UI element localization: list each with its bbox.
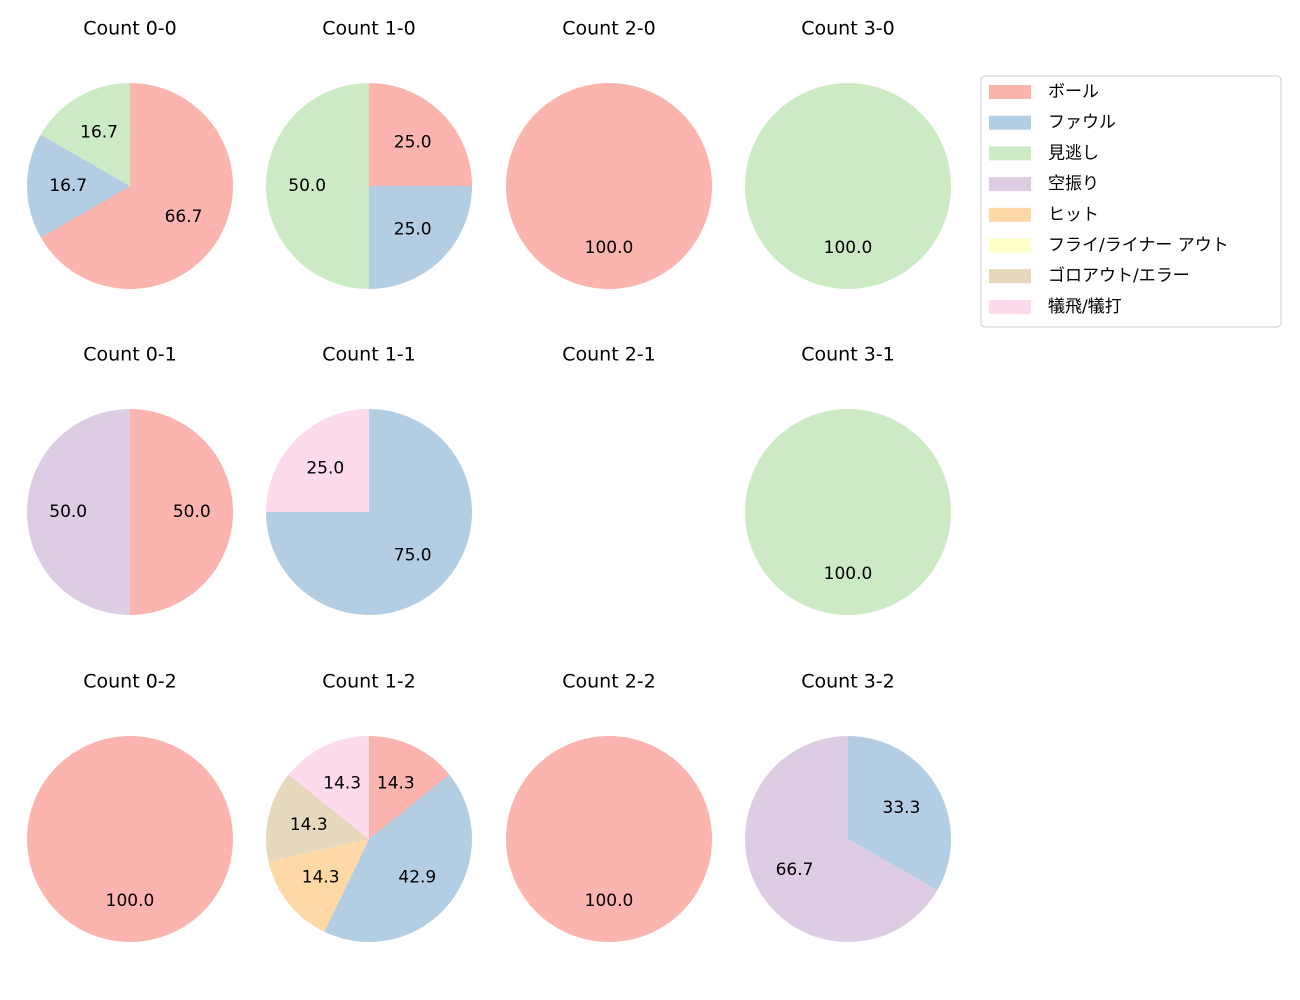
value-label: 33.3 (883, 798, 921, 818)
pie-slice (266, 83, 369, 289)
chart-title: Count 3-1 (801, 344, 895, 366)
pie-slice (369, 186, 472, 289)
legend-swatch (989, 269, 1031, 284)
value-label: 14.3 (290, 815, 328, 835)
legend-box (980, 75, 1282, 328)
value-label: 100.0 (106, 891, 155, 911)
value-label: 16.7 (49, 176, 87, 196)
legend-swatch (989, 299, 1031, 314)
value-label: 66.7 (776, 860, 814, 880)
pie-slice (27, 736, 233, 942)
chart-title: Count 3-2 (801, 671, 895, 693)
legend-swatch (989, 177, 1031, 192)
chart-title: Count 2-2 (562, 671, 656, 693)
legend-swatch (989, 146, 1031, 161)
value-label: 50.0 (49, 502, 87, 522)
value-label: 25.0 (394, 132, 432, 152)
pie-slice (268, 839, 369, 932)
pie-slice (745, 409, 951, 615)
legend-label: ファウル (1048, 113, 1116, 133)
pie-slice (288, 736, 369, 839)
pie-slice (744, 736, 938, 943)
legend-label: ボール (1048, 82, 1099, 102)
value-label: 14.3 (302, 868, 340, 888)
legend-swatch (989, 85, 1031, 99)
legend-label: 見逃し (1048, 143, 1099, 163)
value-label: 14.3 (323, 773, 361, 793)
chart-title: Count 3-0 (801, 18, 895, 40)
value-label: 100.0 (585, 891, 634, 911)
value-label: 50.0 (173, 502, 211, 522)
value-label: 75.0 (394, 546, 432, 566)
legend-label: 空振り (1048, 174, 1099, 194)
pie-slice (324, 774, 473, 943)
pie-slice (40, 83, 233, 289)
value-label: 100.0 (585, 238, 634, 258)
pie-slice (40, 83, 130, 186)
chart-title: Count 1-2 (322, 671, 416, 693)
value-label: 100.0 (824, 564, 873, 584)
legend-swatch (989, 238, 1031, 253)
value-label: 100.0 (824, 238, 873, 258)
chart-title: Count 1-0 (322, 18, 416, 40)
legend-label: ゴロアウト/エラー (1048, 265, 1190, 286)
pie-slice (506, 83, 712, 289)
legend-label: フライ/ライナー アウト (1048, 236, 1229, 256)
value-label: 14.3 (377, 773, 415, 793)
value-label: 16.7 (80, 122, 118, 142)
pie-slice (506, 736, 712, 942)
value-label: 42.9 (398, 868, 436, 888)
pie-slice (369, 736, 450, 839)
legend-swatch (989, 207, 1031, 222)
chart-title: Count 1-1 (322, 344, 416, 366)
pie-slice (266, 409, 369, 512)
chart-title: Count 0-0 (83, 18, 177, 40)
chart-title: Count 0-1 (83, 344, 177, 366)
pie-slice (369, 83, 472, 186)
pie-slice (130, 409, 233, 615)
chart-title: Count 2-0 (562, 18, 656, 40)
value-label: 50.0 (288, 176, 326, 196)
pie-slice (27, 409, 130, 615)
chart-title: Count 2-1 (562, 344, 656, 366)
pie-slice (26, 134, 131, 238)
legend-label: 犠飛/犠打 (1048, 297, 1122, 317)
chart-title: Count 0-2 (83, 671, 177, 693)
value-label: 25.0 (394, 220, 432, 240)
pie-slice (848, 736, 951, 891)
pie-slice (745, 83, 951, 289)
legend-swatch (989, 115, 1031, 130)
legend-label: ヒット (1048, 205, 1099, 225)
pie-slice (265, 774, 369, 862)
value-label: 66.7 (165, 207, 203, 227)
value-label: 25.0 (306, 458, 344, 478)
